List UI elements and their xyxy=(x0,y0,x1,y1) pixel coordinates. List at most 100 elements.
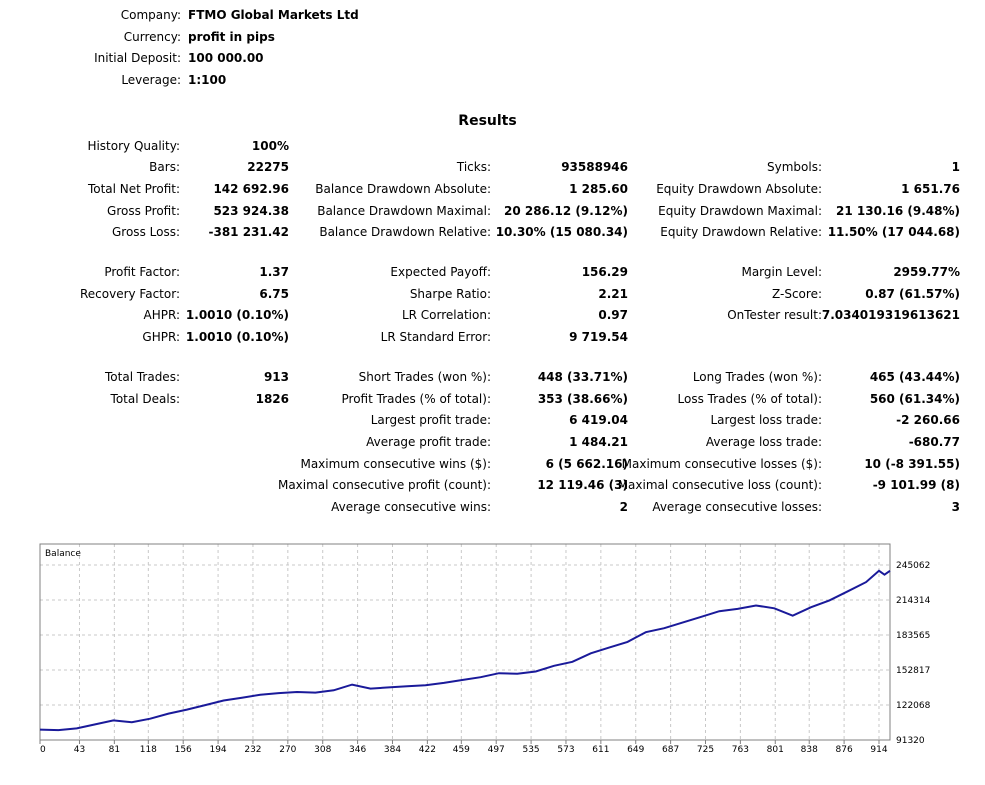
x-tick-label: 0 xyxy=(40,745,46,755)
stat-value: 12 119.46 (3) xyxy=(537,478,628,492)
stat-label: Maximum consecutive wins ($): xyxy=(300,457,491,471)
y-tick-label: 245062 xyxy=(896,561,930,571)
stat-label: Largest loss trade: xyxy=(710,413,822,427)
stat-label: Short Trades (won %): xyxy=(358,370,491,384)
stat-label: Average loss trade: xyxy=(705,435,822,449)
stat-label: Equity Drawdown Maximal: xyxy=(658,204,822,218)
y-tick-label: 152817 xyxy=(896,666,930,676)
stat-label: OnTester result: xyxy=(727,308,822,322)
stat-value: 9 719.54 xyxy=(569,330,628,344)
x-tick-label: 914 xyxy=(870,745,887,755)
stat-value: 2.21 xyxy=(598,287,628,301)
stat-label: Equity Drawdown Absolute: xyxy=(656,182,822,196)
stat-label: Expected Payoff: xyxy=(390,265,491,279)
stat-label: Total Net Profit: xyxy=(87,182,180,196)
y-tick-label: 214314 xyxy=(896,596,931,606)
stat-value: 100% xyxy=(251,139,289,153)
company-label: Company: xyxy=(120,8,181,22)
x-axis: 0 43 81 118 156 194 232 270 308 346 384 422 459 497 53… xyxy=(39,740,888,755)
stat-label: Total Trades: xyxy=(105,370,180,384)
stat-value: 11.50% (17 044.68) xyxy=(827,225,960,239)
x-tick-label: 573 xyxy=(557,745,574,755)
stat-label: Total Deals: xyxy=(110,392,180,406)
stat-label: Sharpe Ratio: xyxy=(409,287,491,301)
balance-line xyxy=(39,569,891,732)
x-tick-label: 308 xyxy=(314,745,331,755)
stat-value: 6 419.04 xyxy=(569,413,628,427)
stat-label: Ticks: xyxy=(456,160,491,174)
stat-value: 22275 xyxy=(247,160,289,174)
stat-label: Z-Score: xyxy=(772,287,822,301)
stat-label: Balance Drawdown Relative: xyxy=(319,225,491,239)
stat-label: Average consecutive wins: xyxy=(331,500,491,514)
y-tick-label: 91320 xyxy=(896,736,925,746)
x-tick-label: 270 xyxy=(279,745,296,755)
stat-value: 6 (5 662.16) xyxy=(545,457,628,471)
x-tick-label: 801 xyxy=(767,745,784,755)
x-tick-label: 118 xyxy=(140,745,157,755)
deposit-value: 100 000.00 xyxy=(188,51,264,65)
y-tick-label: 183565 xyxy=(896,631,930,641)
stat-value: 0.87 (61.57%) xyxy=(865,287,960,301)
plot-frame xyxy=(39,543,891,741)
x-tick-label: 687 xyxy=(662,745,679,755)
stat-label: Largest profit trade: xyxy=(370,413,491,427)
x-tick-label: 876 xyxy=(836,745,853,755)
stat-value: 1 xyxy=(951,160,960,174)
stat-value: 10.30% (15 080.34) xyxy=(495,225,628,239)
stat-value: 20 286.12 (9.12%) xyxy=(504,204,628,218)
stat-label: History Quality: xyxy=(87,139,180,153)
x-tick-label: 497 xyxy=(488,745,505,755)
x-tick-label: 81 xyxy=(109,745,120,755)
stat-label: Symbols: xyxy=(767,160,822,174)
deposit-label: Initial Deposit: xyxy=(94,51,181,65)
stat-value: 1 651.76 xyxy=(901,182,960,196)
stat-value: 523 924.38 xyxy=(213,204,289,218)
stat-value: 142 692.96 xyxy=(213,182,289,196)
stat-label: Balance Drawdown Maximal: xyxy=(317,204,491,218)
stat-label: AHPR: xyxy=(143,308,180,322)
stat-label: GHPR: xyxy=(142,330,180,344)
stat-value: 2 xyxy=(619,500,628,514)
stat-label: Average consecutive losses: xyxy=(652,500,822,514)
stat-value: 1.0010 (0.10%) xyxy=(185,330,289,344)
company-value: FTMO Global Markets Ltd xyxy=(188,8,359,22)
x-tick-label: 384 xyxy=(384,745,401,755)
stat-value: 353 (38.66%) xyxy=(537,392,628,406)
stat-value: 3 xyxy=(951,500,960,514)
leverage-label: Leverage: xyxy=(121,73,181,87)
stat-value: 1.37 xyxy=(259,265,289,279)
x-tick-label: 43 xyxy=(74,745,85,755)
stat-value: -381 231.42 xyxy=(208,225,289,239)
stat-label: Recovery Factor: xyxy=(79,287,180,301)
stat-value: 7.034019319613621 xyxy=(821,308,960,322)
chart-title: Balance xyxy=(45,549,81,559)
stat-value: 6.75 xyxy=(259,287,289,301)
x-tick-label: 422 xyxy=(419,745,436,755)
stat-label: Margin Level: xyxy=(741,265,822,279)
stat-label: Maximum consecutive losses ($): xyxy=(621,457,822,471)
stat-value: 2959.77% xyxy=(893,265,960,279)
stat-value: 1.0010 (0.10%) xyxy=(185,308,289,322)
stat-value: -2 260.66 xyxy=(896,413,960,427)
stat-value: 1 285.60 xyxy=(569,182,628,196)
stat-value: -9 101.99 (8) xyxy=(872,478,960,492)
x-tick-label: 156 xyxy=(175,745,192,755)
x-tick-label: 649 xyxy=(627,745,644,755)
stat-value: 560 (61.34%) xyxy=(869,392,960,406)
x-tick-label: 194 xyxy=(209,745,226,755)
x-tick-label: 838 xyxy=(801,745,818,755)
stat-label: Loss Trades (% of total): xyxy=(677,392,823,406)
stat-label: Equity Drawdown Relative: xyxy=(660,225,822,239)
stat-value: 1826 xyxy=(255,392,289,406)
y-axis: 245062 214314 183565 152817 122068 91320 xyxy=(896,561,931,746)
stat-label: Gross Loss: xyxy=(112,225,180,239)
stat-label: Bars: xyxy=(149,160,180,174)
x-tick-label: 535 xyxy=(522,745,539,755)
stat-value: 0.97 xyxy=(598,308,628,322)
stat-value: 156.29 xyxy=(581,265,628,279)
currency-value: profit in pips xyxy=(188,30,275,44)
stat-value: 1 484.21 xyxy=(569,435,628,449)
x-tick-label: 346 xyxy=(349,745,366,755)
x-tick-label: 459 xyxy=(453,745,470,755)
